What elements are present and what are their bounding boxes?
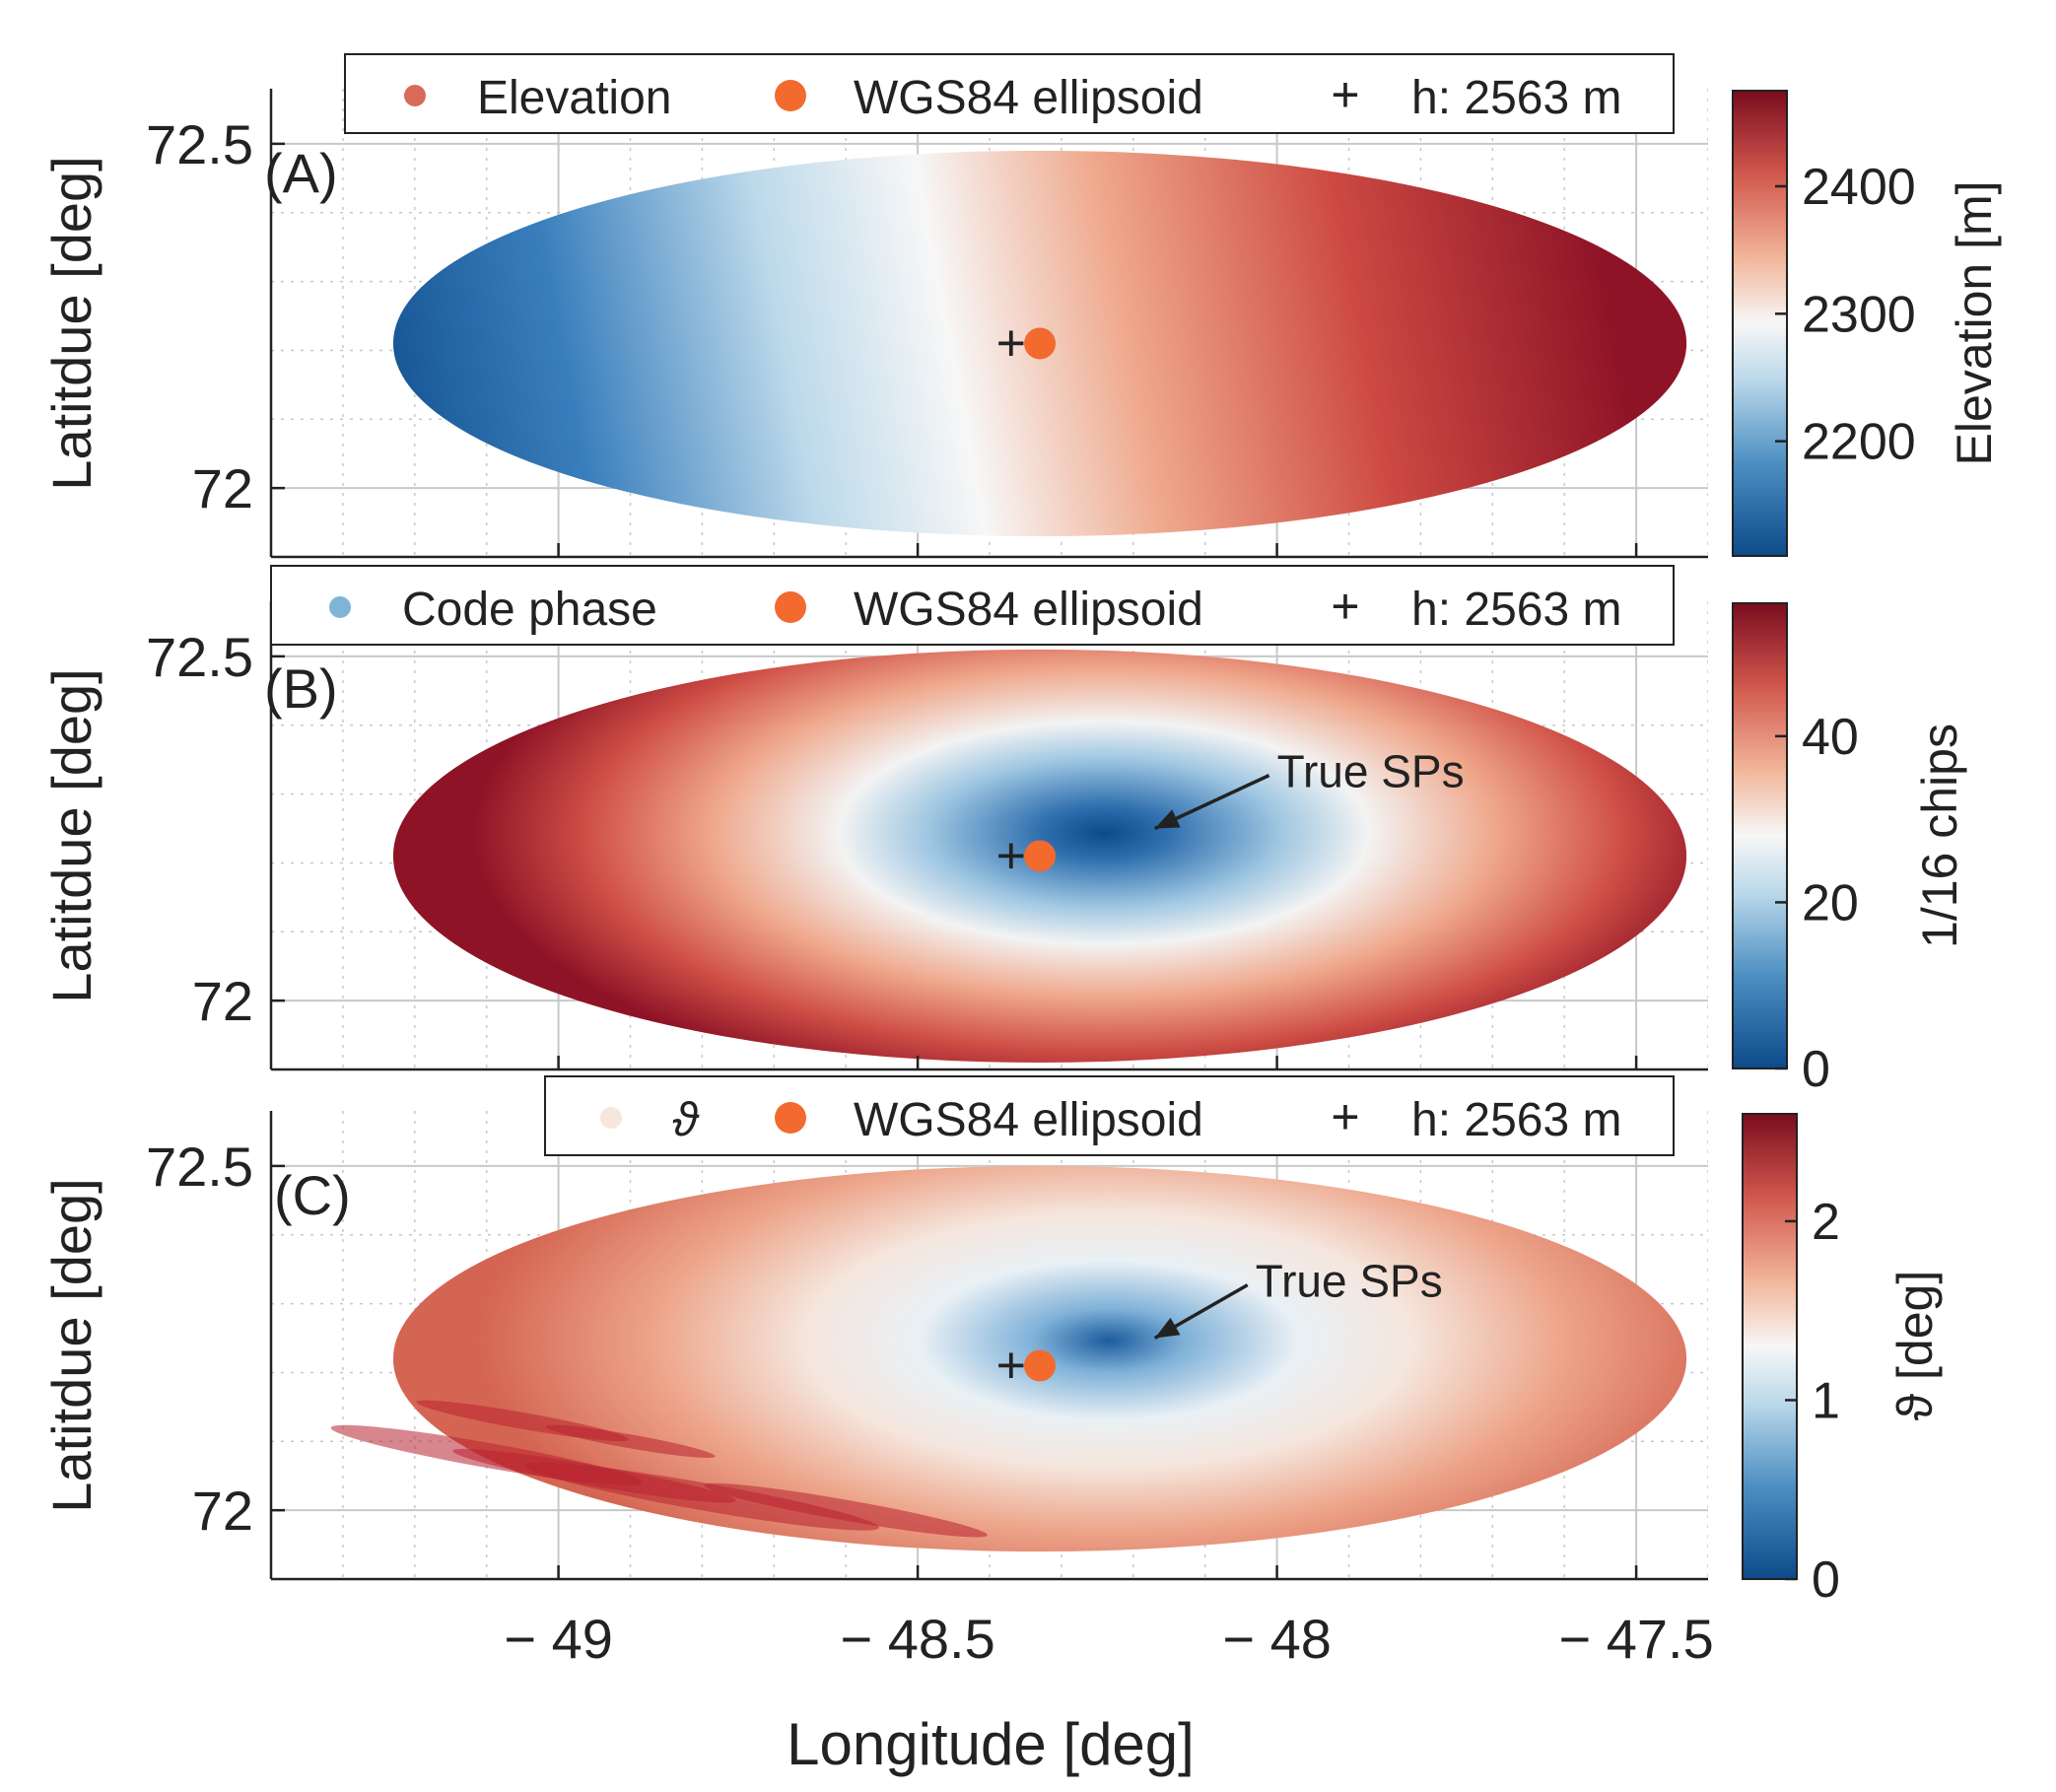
panel-c-streaks	[330, 1400, 988, 1538]
colorbar-tick-label: 1	[1812, 1372, 1840, 1429]
colorbar-tick-label: 20	[1802, 874, 1859, 931]
panel-a: 72 72.5 + (A) Latitdue [deg] Elevation WGS…	[40, 53, 2002, 559]
panel-a-label: (A)	[264, 142, 338, 204]
y-tick-label: 72	[192, 457, 253, 519]
legend-height-marker: +	[1331, 67, 1359, 122]
panel-b-legend: Code phase WGS84 ellipsoid + h: 2563 m	[270, 565, 1675, 646]
colorbar-tick-label: 2400	[1802, 159, 1916, 216]
legend-theta-label: ϑ	[672, 1094, 700, 1146]
legend-theta-marker	[600, 1107, 622, 1129]
panel-c-label: (C)	[274, 1164, 351, 1226]
y-tick-label: 72	[192, 970, 253, 1032]
annotation-arrow-head	[1154, 1317, 1181, 1339]
legend-code-phase-label: Code phase	[402, 584, 657, 636]
y-tick-label: 72.5	[146, 626, 253, 688]
wgs84-ellipsoid-point	[1024, 840, 1057, 872]
panel-c-axes: 72 72.5 − 49 − 48.5 − 48 − 47.5 + True SPs	[146, 1111, 1714, 1670]
legend-height-label: h: 2563 m	[1411, 584, 1621, 636]
colorbar-tick-label: 0	[1802, 1041, 1830, 1098]
annotation-text: True SPs	[1277, 746, 1465, 797]
colorbar-tick-label: 0	[1812, 1551, 1840, 1609]
x-tick-label: − 48.5	[840, 1608, 994, 1670]
x-tick-label: − 49	[504, 1608, 613, 1670]
annotation-text: True SPs	[1256, 1256, 1443, 1307]
panel-a-colorbar: Elevation [m] 2200 2300 2400	[1732, 90, 2002, 557]
legend-code-phase-marker	[329, 596, 351, 618]
x-axis-label: Longitude [deg]	[787, 1711, 1195, 1777]
legend-ellipsoid-label: WGS84 ellipsoid	[854, 584, 1203, 636]
panel-a-colorbar-label: Elevation [m]	[1947, 180, 2002, 465]
height-point: +	[996, 314, 1026, 372]
panel-c-ylabel: Latitdue [deg]	[40, 1178, 103, 1512]
panel-a-axes: 72 72.5 +	[146, 89, 1708, 559]
colorbar-tick-label: 2300	[1802, 286, 1916, 343]
height-point: +	[996, 1337, 1026, 1394]
theta-streak	[704, 1482, 988, 1538]
y-tick-label: 72.5	[146, 113, 253, 175]
legend-ellipsoid-marker	[775, 80, 806, 111]
wgs84-ellipsoid-point	[1024, 1349, 1057, 1382]
panel-a-ylabel: Latitdue [deg]	[40, 156, 103, 490]
legend-elevation-marker	[404, 85, 426, 106]
panel-b-axes: 72 72.5 + True SPs	[146, 601, 1708, 1071]
legend-height-marker: +	[1331, 1089, 1359, 1144]
legend-height-marker: +	[1331, 579, 1359, 634]
legend-ellipsoid-label: WGS84 ellipsoid	[854, 1094, 1203, 1146]
legend-ellipsoid-marker	[775, 591, 806, 623]
legend-height-label: h: 2563 m	[1411, 1094, 1621, 1146]
height-point: +	[996, 827, 1026, 884]
panel-b: 72 72.5 + True SPs (B) Latitdue [deg] Code …	[40, 565, 1967, 1098]
panel-b-colorbar: 1/16 chips 0 20 40	[1732, 602, 1967, 1098]
x-tick-label: − 47.5	[1558, 1608, 1713, 1670]
wgs84-ellipsoid-point	[1024, 327, 1057, 360]
legend-elevation-label: Elevation	[477, 72, 671, 124]
panel-b-label: (B)	[264, 657, 338, 720]
panel-b-colorbar-label: 1/16 chips	[1912, 724, 1967, 948]
panel-b-ylabel: Latitdue [deg]	[40, 668, 103, 1002]
panel-c-legend: ϑ WGS84 ellipsoid + h: 2563 m	[544, 1075, 1675, 1156]
legend-ellipsoid-label: WGS84 ellipsoid	[854, 72, 1203, 124]
panel-a-legend: Elevation WGS84 ellipsoid + h: 2563 m	[344, 53, 1675, 134]
theta-streak	[524, 1462, 879, 1531]
y-tick-label: 72	[192, 1480, 253, 1542]
x-tick-label: − 48	[1222, 1608, 1332, 1670]
panel-c-colorbar: ϑ [deg] 0 1 2	[1742, 1113, 1943, 1609]
legend-height-label: h: 2563 m	[1411, 72, 1621, 124]
colorbar-tick-label: 2	[1812, 1194, 1840, 1251]
colorbar-tick-label: 40	[1802, 709, 1859, 766]
y-tick-label: 72.5	[146, 1136, 253, 1198]
panel-c-colorbar-label: ϑ [deg]	[1887, 1271, 1943, 1420]
annotation-arrow-head	[1154, 809, 1181, 829]
legend-ellipsoid-marker	[775, 1102, 806, 1134]
colorbar-tick-label: 2200	[1802, 414, 1916, 471]
theta-streak	[545, 1424, 716, 1458]
